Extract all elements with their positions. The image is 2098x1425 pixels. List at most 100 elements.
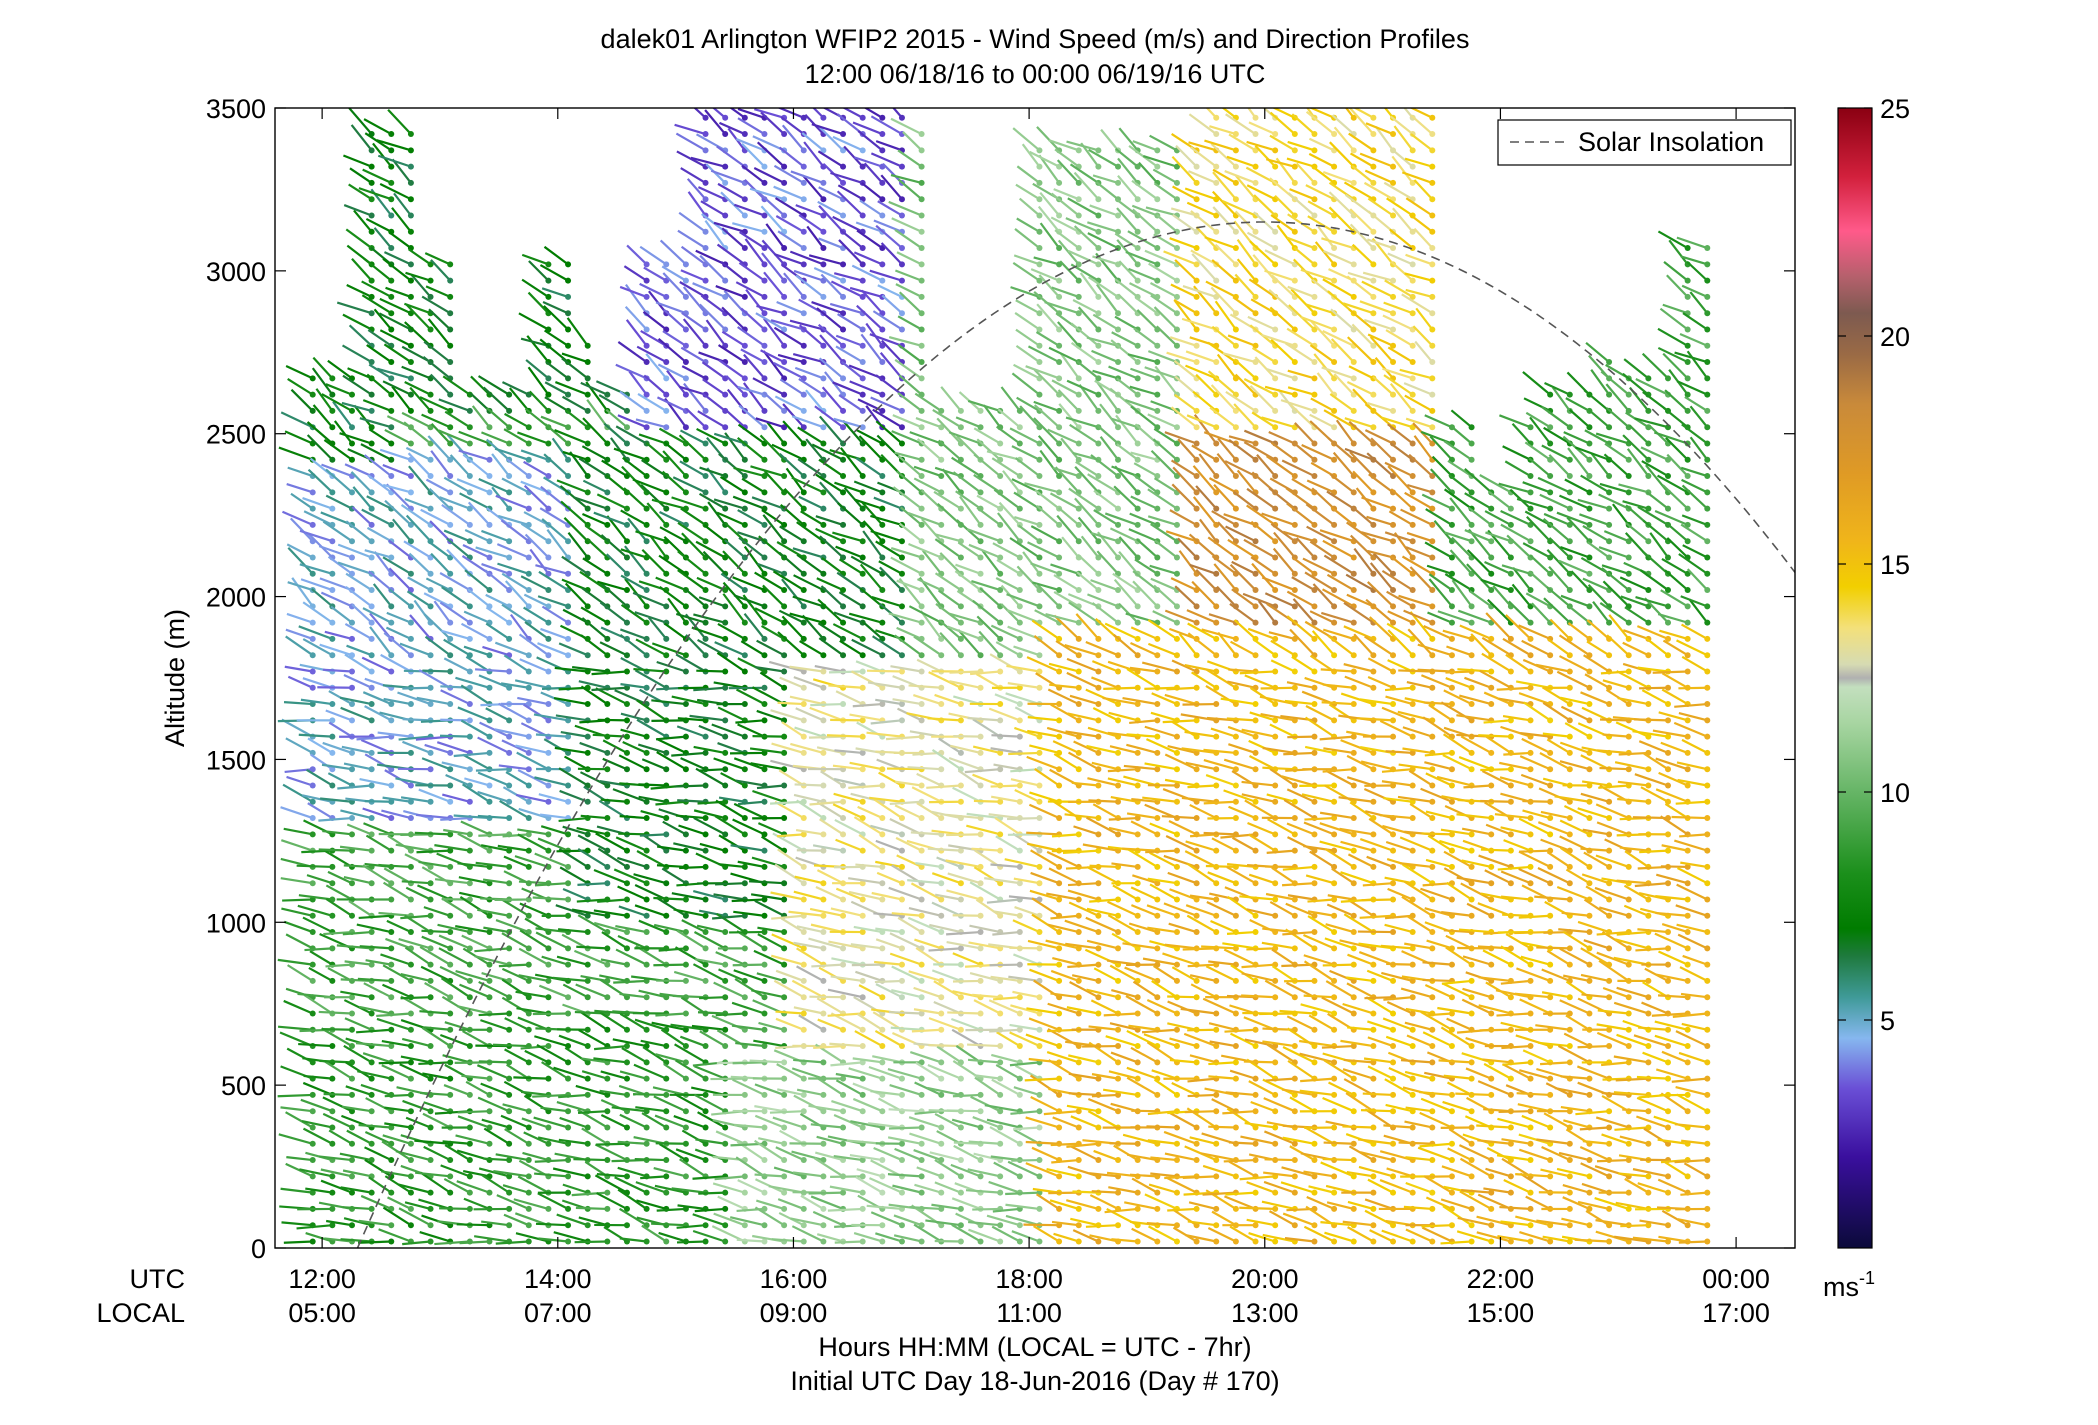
wind-barb-point [1036,359,1043,366]
wind-barb-point [1075,684,1082,691]
wind-barb-shaft [698,996,726,1000]
wind-barb-shaft [889,952,922,966]
wind-barb-shaft [433,600,452,624]
wind-barb-shaft [343,864,372,869]
wind-barb-point [545,375,552,382]
wind-barb-point [918,245,925,252]
wind-barb-shaft [839,228,864,249]
wind-barb-shaft [579,741,608,754]
wind-barb-point [859,1238,866,1245]
wind-barb-point [781,684,788,691]
wind-barb-shaft [504,580,530,608]
wind-barb-shaft [462,544,490,559]
wind-barb-shaft [736,1238,765,1243]
wind-barb-shaft [325,709,353,722]
wind-barb-point [702,440,709,447]
wind-barb-shaft [619,390,648,412]
wind-barb-point [643,521,650,528]
wind-barb-shaft [438,398,471,412]
wind-barb-point [407,782,414,789]
wind-barb-shaft [372,583,393,608]
wind-barb-point [859,717,866,724]
wind-barb-point [643,994,650,1001]
wind-barb-point [859,277,866,284]
wind-barb-point [348,1043,355,1050]
wind-barb-shaft [615,836,648,852]
wind-barb-point [368,782,375,789]
wind-barb-point [682,1124,689,1131]
wind-barb-shaft [875,374,903,396]
wind-barb-shaft [791,1225,824,1243]
wind-barb-shaft [691,1024,726,1031]
wind-barb-point [565,570,572,577]
wind-barb-shaft [830,1061,863,1067]
wind-barb-shaft [361,280,392,298]
wind-barb-shaft [400,796,431,803]
wind-barb-shaft [850,555,883,575]
wind-barb-point [859,424,866,431]
wind-barb-shaft [312,356,334,380]
wind-barb-shaft [855,457,883,477]
wind-barb-point [898,245,905,252]
wind-barb-shaft [535,733,569,738]
wind-barb-shaft [481,1174,510,1194]
wind-barb-shaft [420,1171,451,1194]
wind-barb-point [702,1091,709,1098]
wind-barb-shaft [415,735,451,741]
wind-barb-shaft [651,719,686,722]
wind-barb-point [957,701,964,708]
wind-barb-point [840,277,847,284]
wind-barb-point [741,131,748,138]
wind-barb-shaft [722,581,746,608]
wind-barb-shaft [579,771,608,787]
wind-barb-point [820,749,827,756]
wind-barb-point [722,114,729,121]
wind-barb-shaft [541,518,569,543]
wind-barb-shaft [443,657,471,673]
wind-barb-shaft [861,501,884,526]
wind-barb-shaft [805,438,825,461]
wind-barb-shaft [815,527,844,543]
wind-barb-shaft [830,975,863,983]
wind-barb-point [388,1075,395,1082]
wind-barb-shaft [931,1203,962,1211]
wind-barb-point [447,326,454,333]
wind-barb-point [820,1059,827,1066]
wind-barb-shaft [520,337,549,347]
wind-barb-shaft [403,540,432,559]
wind-barb-shaft [894,358,923,380]
wind-barb-point [309,652,316,659]
wind-barb-point [1016,587,1023,594]
wind-barb-shaft [475,861,510,869]
wind-barb-shaft [439,572,471,592]
wind-barb-point [781,880,788,887]
wind-barb-shaft [922,550,943,575]
wind-barb-point [348,1108,355,1115]
wind-barb-point [1016,717,1023,724]
wind-barb-point [663,652,670,659]
wind-barb-shaft [714,815,746,836]
wind-barb-point [1075,652,1082,659]
wind-barb-point [525,1140,532,1147]
wind-barb-point [997,717,1004,724]
wind-barb-point [447,619,454,626]
wind-barb-shaft [519,929,550,950]
wind-barb-point [407,1026,414,1033]
wind-barb-point [781,929,788,936]
wind-barb-point [840,293,847,300]
wind-barb-point [781,424,788,431]
wind-barb-shaft [563,517,589,542]
wind-barb-shaft [692,963,726,982]
wind-barb-shaft [521,278,550,298]
wind-barb-shaft [680,245,707,266]
wind-barb-shaft [873,798,903,819]
wind-barb-point [800,1108,807,1115]
wind-barb-shaft [677,521,707,543]
wind-barb-shaft [921,518,943,542]
wind-barb-shaft [852,702,883,708]
wind-barb-shaft [875,938,903,950]
wind-barb-shaft [438,947,471,966]
wind-barb-point [368,766,375,773]
wind-barb-shaft [525,359,550,380]
wind-barb-point [584,342,591,349]
